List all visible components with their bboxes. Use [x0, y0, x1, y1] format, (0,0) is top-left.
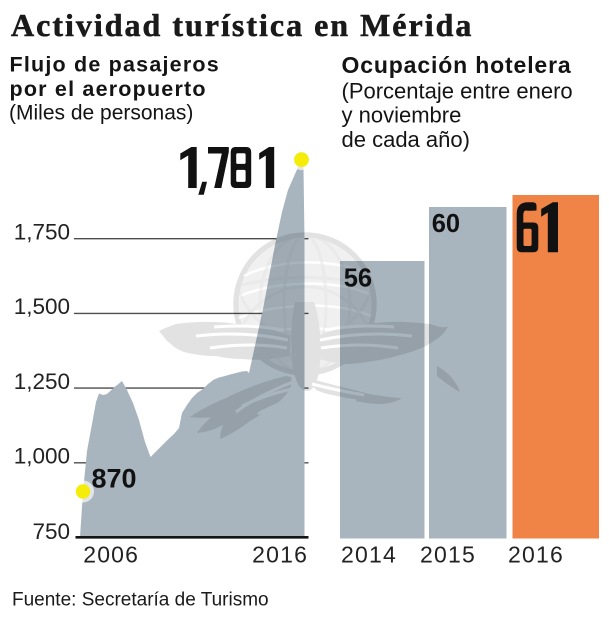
svg-text:1,500: 1,500: [14, 294, 70, 319]
svg-text:56: 56: [344, 265, 372, 293]
svg-text:2015: 2015: [420, 542, 476, 568]
svg-text:Flujo de pasajeros: Flujo de pasajeros: [10, 53, 220, 77]
svg-text:2014: 2014: [341, 542, 397, 568]
svg-text:(Porcentaje entre enero: (Porcentaje entre enero: [342, 78, 573, 103]
svg-text:Ocupación hotelera: Ocupación hotelera: [342, 52, 572, 78]
svg-text:60: 60: [432, 210, 460, 238]
svg-text:1,000: 1,000: [14, 444, 70, 469]
svg-text:y noviembre: y noviembre: [342, 103, 462, 128]
svg-text:750: 750: [32, 519, 70, 544]
svg-text:por el aeropuerto: por el aeropuerto: [10, 77, 207, 101]
svg-text:1,250: 1,250: [14, 369, 70, 394]
svg-text:2016: 2016: [508, 542, 564, 568]
svg-text:870: 870: [92, 464, 137, 494]
svg-text:de cada año): de cada año): [342, 127, 470, 152]
svg-text:Fuente: Secretaría de Turismo: Fuente: Secretaría de Turismo: [12, 590, 269, 611]
svg-text:(Miles de personas): (Miles de personas): [9, 102, 193, 125]
svg-text:2016: 2016: [252, 542, 308, 568]
svg-text:1,750: 1,750: [14, 220, 70, 245]
svg-text:Actividad turística en Mérida: Actividad turística en Mérida: [11, 7, 473, 43]
svg-text:2006: 2006: [83, 542, 139, 568]
